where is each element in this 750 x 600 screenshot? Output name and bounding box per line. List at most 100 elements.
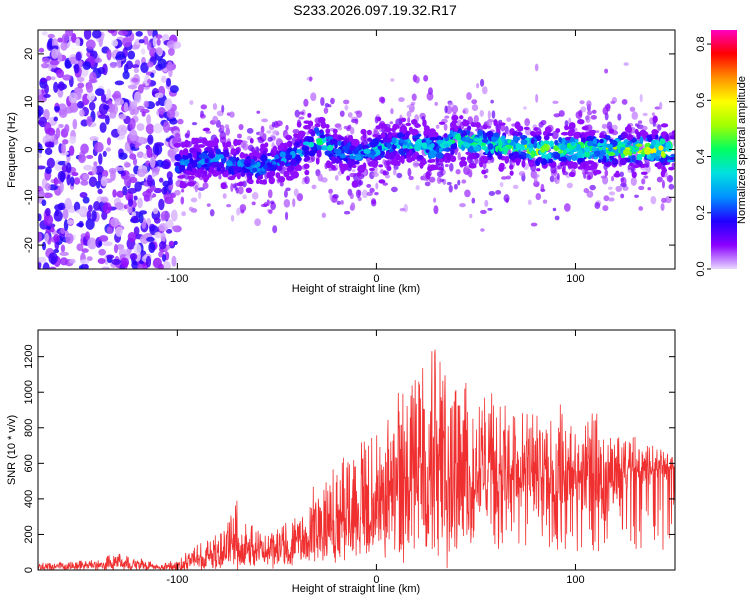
spectrogram-cell [206,203,211,207]
y-tick-label: -10 [23,189,35,205]
spectrogram-cell [180,160,185,167]
spectrogram-cell [191,160,198,168]
spectrogram-cell [479,78,485,87]
spectrogram-cell [81,248,89,253]
spectrogram-cell [406,104,413,109]
x-tick-label: 0 [373,273,379,285]
spectrogram-cell [78,153,87,164]
spectrogram-cell [554,139,559,146]
spectrogram-cell [179,180,184,186]
spectrogram-cell [608,197,615,202]
spectrogram-cell [53,177,59,186]
spectrogram-cell [41,62,49,69]
spectrogram-cell [153,217,161,224]
spectrogram-cell [358,180,364,186]
spectrogram-cell [483,174,488,179]
spectrogram-cell [586,135,595,143]
spectrogram-cell [453,125,459,132]
spectrogram-cell [410,128,419,136]
spectrogram-cell [308,141,315,148]
spectrogram-cell [75,51,82,61]
spectrogram-cell [498,147,504,152]
spectrogram-cell [197,170,202,179]
spectrogram-cell [218,174,222,180]
spectrogram-cell [290,158,297,166]
spectrogram-cell [62,74,72,81]
spectrogram-cell [661,165,666,172]
colorbar-tick-label: 0.0 [695,261,707,276]
spectrogram-cell [400,156,405,164]
spectrogram-cell [355,110,363,118]
spectrogram-cell [666,175,674,183]
spectrogram-cell [94,141,104,153]
spectrogram-cell [114,202,124,210]
spectrogram-cell [548,158,554,163]
spectrogram-cell [38,256,47,263]
spectrogram-cell [344,144,349,152]
spectrogram-cell [329,192,333,201]
spectrogram-cell [133,91,142,104]
spectrogram-cell [620,132,626,140]
spectrogram-cell [405,122,412,127]
spectrogram-cell [186,152,193,159]
x-tick-label: 100 [566,273,584,285]
spectrogram-cell [146,114,151,125]
spectrogram-cell [146,41,152,51]
spectrogram-cell [220,154,225,160]
spectrogram-cell [462,109,466,114]
spectrogram-cell [115,226,123,237]
spectrogram-cell [623,62,629,66]
spectrogram-cell [91,210,97,222]
spectrogram-cell [651,139,656,147]
spectrogram-cell [158,198,165,211]
spectrogram-cell [227,166,234,175]
spectrogram-cell [317,116,326,124]
spectrogram-cell [601,123,608,129]
spectrogram-cell [307,120,314,127]
spectrogram-cell [146,61,154,68]
spectrogram-cell [533,127,539,132]
spectrogram-cell [258,131,263,137]
spectrogram-cell [45,182,51,192]
spectrogram-cell [567,161,575,169]
spectrogram-cell [64,123,70,134]
spectrogram-cell [53,210,63,222]
spectrogram-cell [584,146,591,153]
spectrogram-cell [38,213,42,222]
spectrogram-cell [41,31,48,36]
spectrogram-cell [607,186,613,190]
spectrogram-cell [477,129,484,136]
spectrogram-cell [527,199,532,206]
spectrogram-cell [101,169,109,178]
spectrogram-cell [71,33,77,44]
spectrogram-cell [238,181,244,187]
spectrogram-cell [86,116,93,126]
spectrogram-cell [80,259,90,265]
spectrogram-cell [392,150,398,155]
spectrogram-cell [166,108,176,119]
spectrogram-cell [99,122,107,133]
spectrogram-cell [466,138,474,144]
spectrogram-cell [339,153,346,159]
spectrogram-cell [266,130,272,134]
spectrogram-cell [162,260,171,269]
spectrogram-cell [127,231,137,242]
spectrogram-cell [476,82,480,89]
spectrogram-cell [378,179,386,184]
spectrogram-cell [370,160,375,167]
spectrogram-cell [436,176,442,184]
spectrogram-cell [640,171,648,176]
spectrogram-cell [283,145,288,150]
spectrogram-cell [594,130,600,134]
spectrogram-cell [450,155,457,163]
spectrogram-cell [407,167,412,177]
spectrogram-cell [658,145,664,151]
spectrogram-cell [102,241,113,247]
spectrogram-cell [459,202,466,208]
spectrogram-cell [561,166,566,174]
spectrogram-cell [481,145,488,151]
spectrogram-cell [592,142,598,148]
spectrogram-cell [583,151,591,158]
spectrogram-cell [136,123,145,131]
